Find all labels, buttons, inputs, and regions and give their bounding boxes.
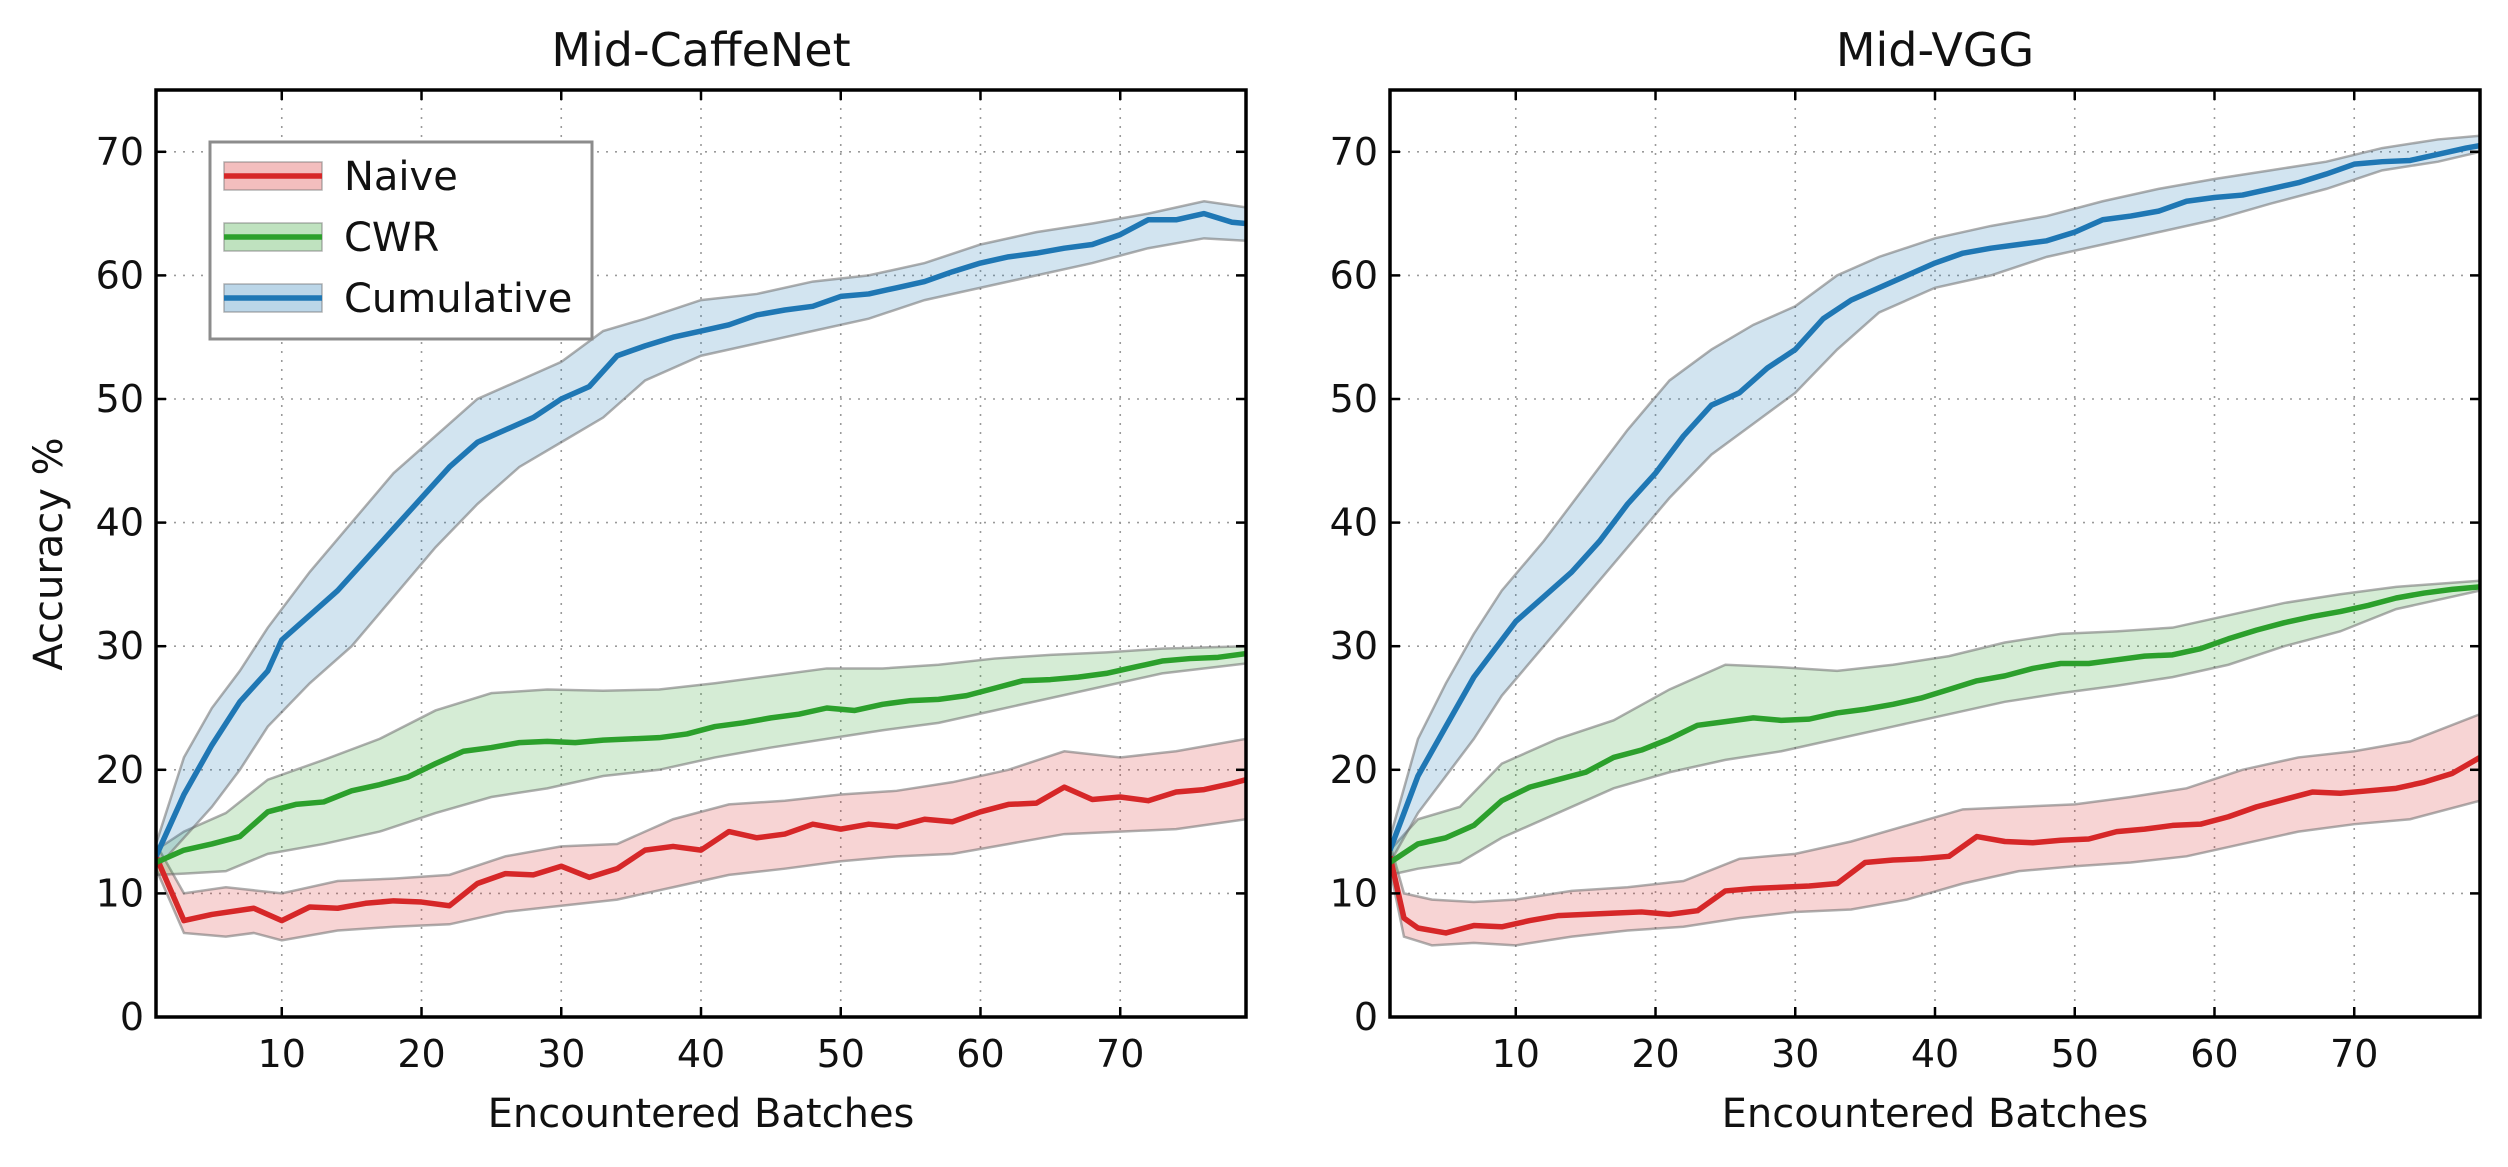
naive-legend-label: Naive bbox=[344, 154, 458, 200]
naive-confidence-band bbox=[156, 737, 1246, 942]
x-axis-label: Encountered Batches bbox=[488, 1091, 915, 1137]
cumulative-series-line bbox=[1390, 142, 2480, 852]
y-tick-label: 60 bbox=[1330, 253, 1378, 297]
y-tick-label: 70 bbox=[96, 130, 144, 174]
cwr-series-line bbox=[156, 650, 1246, 866]
plot-area bbox=[156, 199, 1246, 942]
chart-title: Mid-VGG bbox=[1836, 23, 2034, 77]
y-tick-label: 70 bbox=[1330, 130, 1378, 174]
chart-panel-mid-caffenet: 10 20 30 40 50 60 70 0 10 20 30 40 50 60 70 Mid-CaffeNe… bbox=[96, 23, 1248, 1137]
cwr-confidence-band bbox=[1390, 579, 2480, 877]
y-tick-label: 30 bbox=[96, 624, 144, 668]
y-tick-label: 50 bbox=[1330, 377, 1378, 421]
x-tick-label: 40 bbox=[677, 1032, 725, 1076]
x-tick-label: 30 bbox=[1771, 1032, 1819, 1076]
naive-series-line bbox=[1390, 755, 2480, 936]
x-tick-label: 10 bbox=[1492, 1032, 1540, 1076]
chart-panel-mid-vgg: 10 20 30 40 50 60 70 0 10 20 30 40 50 60 70 Mid-VGG Enco… bbox=[1330, 23, 2482, 1137]
y-tick-label: 60 bbox=[96, 253, 144, 297]
y-tick-label: 0 bbox=[120, 995, 144, 1039]
y-tick-label: 30 bbox=[1330, 624, 1378, 668]
naive-confidence-band bbox=[1390, 712, 2480, 947]
y-tick-label: 10 bbox=[96, 871, 144, 915]
x-tick-label: 20 bbox=[1631, 1032, 1679, 1076]
y-tick-label: 0 bbox=[1354, 995, 1378, 1039]
x-tick-label: 30 bbox=[537, 1032, 585, 1076]
x-tick-label: 70 bbox=[1096, 1032, 1144, 1076]
cwr-legend-label: CWR bbox=[344, 215, 439, 261]
x-axis-label: Encountered Batches bbox=[1722, 1091, 2149, 1137]
cumulative-series-line bbox=[156, 210, 1246, 858]
x-tick-label: 40 bbox=[1911, 1032, 1959, 1076]
x-tick-label: 60 bbox=[2190, 1032, 2238, 1076]
y-tick-label: 20 bbox=[96, 748, 144, 792]
x-tick-label: 50 bbox=[817, 1032, 865, 1076]
y-tick-label: 50 bbox=[96, 377, 144, 421]
x-tick-label: 50 bbox=[2051, 1032, 2099, 1076]
x-tick-label: 70 bbox=[2330, 1032, 2378, 1076]
y-tick-label: 40 bbox=[1330, 501, 1378, 545]
cwr-series-line bbox=[1390, 584, 2480, 865]
plot-area bbox=[1390, 134, 2480, 947]
cumulative-confidence-band bbox=[156, 199, 1246, 871]
legend: Naive CWR Cumulative bbox=[208, 140, 594, 341]
figure-ylabel: Accuracy % bbox=[26, 437, 72, 670]
x-tick-label: 60 bbox=[956, 1032, 1004, 1076]
x-tick-label: 20 bbox=[397, 1032, 445, 1076]
cumulative-confidence-band bbox=[1390, 134, 2480, 866]
y-tick-label: 20 bbox=[1330, 748, 1378, 792]
chart-title: Mid-CaffeNet bbox=[551, 23, 850, 77]
x-tick-label: 10 bbox=[258, 1032, 306, 1076]
naive-series-line bbox=[156, 777, 1246, 924]
cwr-confidence-band bbox=[156, 644, 1246, 877]
cumulative-legend-label: Cumulative bbox=[344, 276, 572, 322]
y-tick-label: 10 bbox=[1330, 871, 1378, 915]
y-tick-label: 40 bbox=[96, 501, 144, 545]
